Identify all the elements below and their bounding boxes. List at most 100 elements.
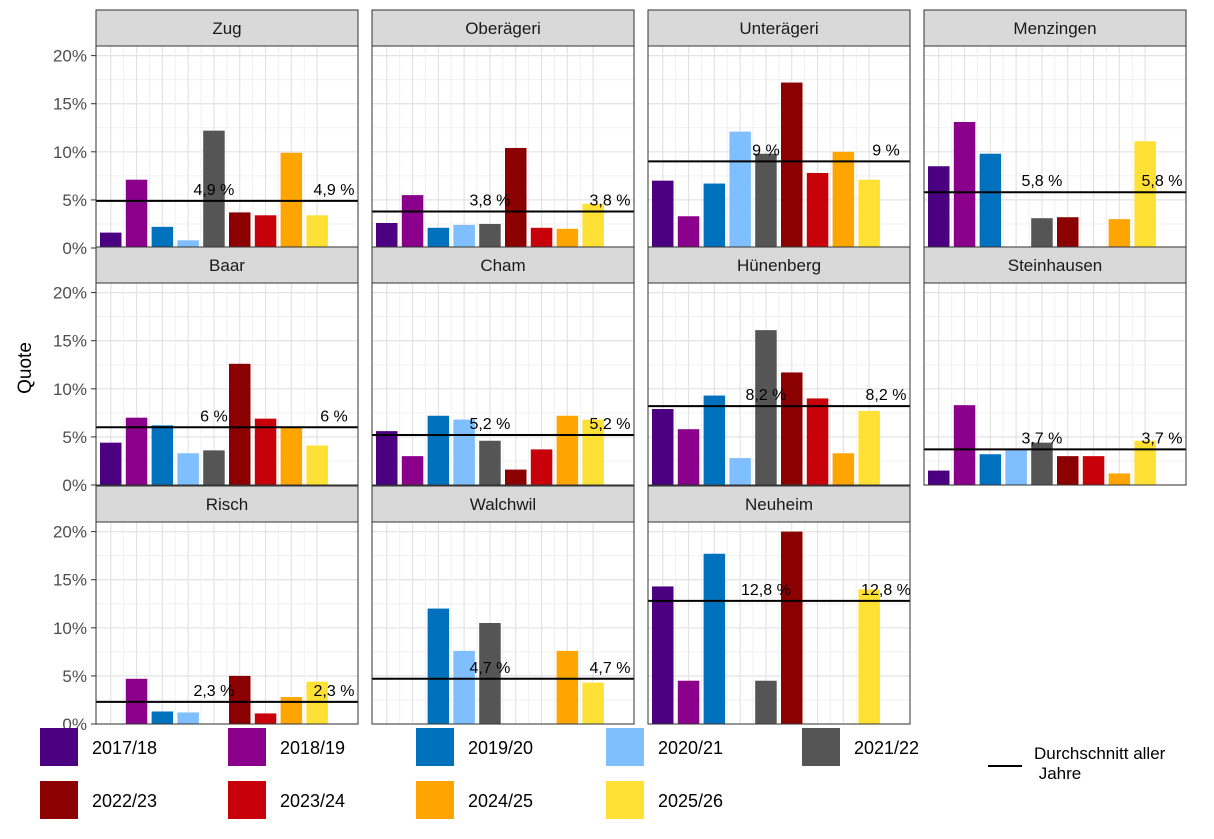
facet-panel: Cham 5,2 % 5,2 % [371, 246, 635, 486]
bar [376, 431, 398, 485]
gridlines [372, 522, 634, 725]
y-tick-label: 20% [53, 523, 87, 542]
y-tick-label: 15% [53, 571, 87, 590]
facet-panel: Walchwil 4,7 % 4,7 % [371, 485, 635, 725]
facet-strip [371, 9, 635, 47]
y-axis-label: Quote [15, 342, 36, 394]
bar [151, 425, 174, 485]
bar [1031, 442, 1053, 485]
facet-panel: Zug 4,9 % 4,9 % 0% 5% 10% 15% 20% [53, 9, 359, 258]
bar [806, 398, 829, 485]
average-label: 9 % [752, 142, 780, 159]
average-label: 2,3 % [314, 683, 355, 700]
bar [979, 454, 1002, 485]
bar [979, 153, 1002, 248]
average-label: 4,7 % [590, 660, 631, 677]
facet-strip [923, 9, 1187, 47]
bar [125, 417, 148, 485]
legend-swatch [40, 781, 78, 819]
bar [530, 227, 553, 248]
facet-panel: Hünenberg 8,2 % 8,2 % [647, 246, 911, 486]
facet-strip [647, 9, 911, 47]
panel-border [647, 521, 911, 725]
legend-label: 2017/18 [92, 738, 157, 758]
bar [100, 232, 122, 248]
facet-title: Zug [212, 19, 241, 38]
legend-swatch [606, 728, 644, 766]
facet-strip [923, 246, 1187, 284]
bar [229, 363, 251, 485]
facet-strip [647, 246, 911, 284]
y-tick-label: 15% [53, 95, 87, 114]
bar [254, 713, 277, 724]
bar [479, 440, 501, 485]
bar [427, 415, 450, 485]
bar [703, 395, 726, 485]
bar [453, 224, 475, 248]
bar [1057, 217, 1079, 248]
bar [177, 712, 199, 724]
y-tick-label: 20% [53, 47, 87, 66]
legend: 2017/18 2018/19 2019/20 2020/21 2021/22 2022/… [40, 728, 1166, 819]
bar [453, 650, 475, 724]
average-label: 6 % [320, 408, 348, 425]
average-label: 4,9 % [193, 182, 234, 199]
bar [1005, 450, 1027, 485]
bar [1031, 218, 1053, 248]
y-tick-label: 0% [62, 239, 87, 258]
facet-title: Neuheim [745, 495, 813, 514]
bar [652, 180, 674, 248]
bar [806, 172, 829, 248]
bar [953, 405, 976, 485]
legend-swatch [228, 781, 266, 819]
bar [556, 650, 579, 724]
bar [556, 228, 579, 248]
panel-border [647, 282, 911, 486]
average-label: 12,8 % [741, 582, 791, 599]
y-tick-label: 20% [53, 284, 87, 303]
facet-title: Unterägeri [739, 19, 818, 38]
average-label: 4,9 % [314, 182, 355, 199]
bar [1082, 456, 1105, 485]
bar [582, 203, 604, 248]
bar [229, 212, 251, 248]
bar [1108, 473, 1131, 485]
y-tick-label: 10% [53, 143, 87, 162]
average-label: 5,2 % [590, 416, 631, 433]
facet-strip [95, 485, 359, 523]
bar [376, 222, 398, 248]
facet-strip [371, 485, 635, 523]
legend-swatch [606, 781, 644, 819]
bar [652, 409, 674, 485]
average-label: 3,8 % [590, 192, 631, 209]
legend-label: 2018/19 [280, 738, 345, 758]
bar [229, 675, 251, 724]
facet-panel: Oberägeri 3,8 % 3,8 % [371, 9, 635, 249]
average-label: 3,7 % [1142, 430, 1183, 447]
facet-strip [95, 246, 359, 284]
bar [505, 469, 527, 485]
bar [151, 711, 174, 724]
bar [677, 680, 700, 724]
facet-panel: Unterägeri 9 % 9 % [647, 9, 911, 249]
bar [280, 697, 303, 724]
bar [832, 151, 855, 248]
facet-panel: Neuheim 12,8 % 12,8 % [647, 485, 911, 725]
bar [1108, 219, 1131, 248]
bar [858, 589, 880, 724]
bar [427, 227, 450, 248]
facet-panels: Zug 4,9 % 4,9 % 0% 5% 10% 15% 20% Oberägeri 3,8 %… [53, 9, 1187, 734]
y-tick-label: 0% [62, 476, 87, 495]
average-label: 6 % [200, 408, 228, 425]
bar [1057, 456, 1079, 485]
legend-swatch [416, 728, 454, 766]
bar [703, 183, 726, 248]
y-tick-label: 5% [62, 667, 87, 686]
facet-title: Hünenberg [737, 256, 821, 275]
bar [677, 216, 700, 248]
bar [479, 223, 501, 248]
bar [556, 415, 579, 485]
bar [755, 330, 777, 485]
average-label: 3,7 % [1021, 430, 1062, 447]
bar [928, 470, 950, 485]
